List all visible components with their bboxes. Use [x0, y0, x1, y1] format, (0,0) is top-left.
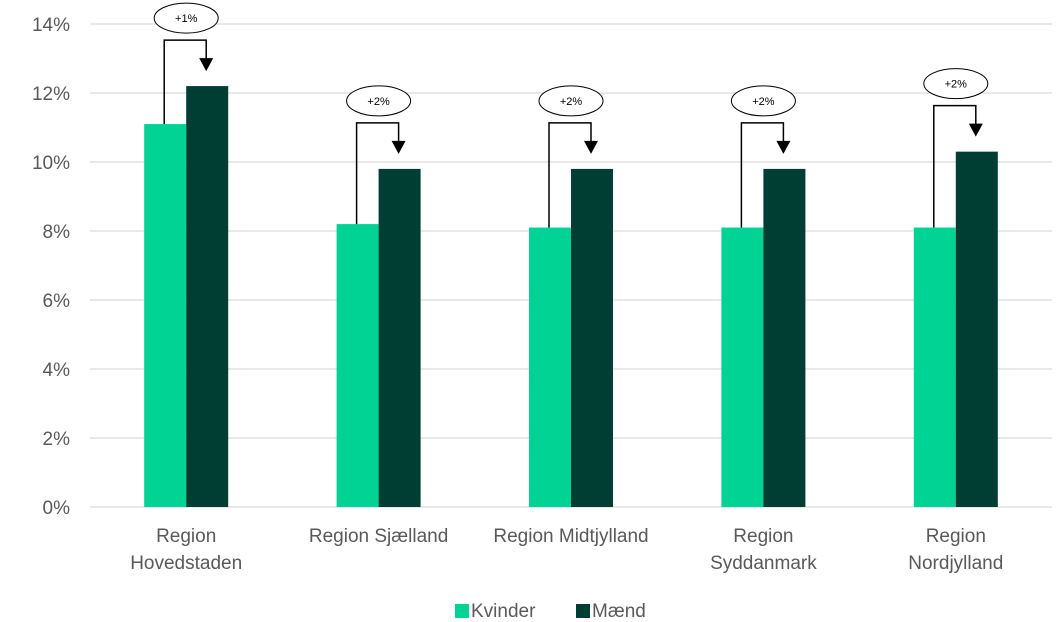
- x-tick-label-line: Region: [926, 526, 986, 547]
- annotation-bracket: [163, 39, 207, 125]
- annotation-bracket: [740, 122, 785, 228]
- bar-m-nd: [763, 168, 806, 507]
- x-tick-label: Region Midtjylland: [493, 526, 648, 547]
- y-tick-label: 4%: [43, 360, 71, 381]
- legend: Kvinder Mænd: [455, 601, 646, 622]
- x-tick-label: Region Sjælland: [309, 526, 448, 547]
- bar-kvinder: [529, 227, 571, 508]
- annotation-arrowhead: [776, 140, 791, 154]
- bars: [144, 86, 998, 508]
- legend-label: Kvinder: [471, 601, 536, 622]
- x-tick-label-line: Syddanmark: [710, 553, 817, 574]
- x-tick-label-line: Region Sjælland: [309, 526, 448, 547]
- annotation-bracket: [548, 122, 592, 228]
- annotation-ellipse: [923, 68, 989, 100]
- bar-m-nd: [955, 151, 998, 507]
- y-tick-label: 0%: [43, 498, 71, 519]
- bar-kvinder: [913, 227, 956, 508]
- y-axis: 0% 2% 4% 6% 8% 10% 12% 14%: [32, 15, 70, 519]
- annotation-ellipse: [153, 2, 219, 34]
- annotation-arrowhead: [968, 123, 983, 137]
- y-tick-label: 10%: [32, 153, 70, 174]
- annotation-ellipse: [538, 85, 604, 117]
- y-tick-label: 2%: [43, 429, 71, 450]
- annotation-arrowhead: [199, 58, 214, 72]
- y-tick-label: 14%: [32, 15, 70, 36]
- annotation-arrowhead: [391, 140, 406, 154]
- x-axis: Region Hovedstaden Region Sjælland Region M…: [130, 526, 1003, 574]
- bar-m-nd: [186, 86, 229, 507]
- difference-annotations: +1% +2% +2% +2% +2%: [153, 2, 989, 228]
- x-tick-label-line: Region: [733, 526, 793, 547]
- x-tick-label-line: Nordjylland: [908, 553, 1003, 574]
- legend-swatch: [576, 604, 590, 618]
- x-tick-label-line: Hovedstaden: [130, 553, 242, 574]
- bar-m-nd: [378, 168, 421, 507]
- x-tick-label: Region Syddanmark: [710, 526, 817, 574]
- x-tick-label: Region Nordjylland: [908, 526, 1003, 574]
- y-tick-label: 8%: [43, 222, 71, 243]
- x-tick-label-line: Region: [156, 526, 216, 547]
- annotation-label: +2%: [560, 96, 583, 108]
- x-tick-label: Region Hovedstaden: [130, 526, 242, 574]
- y-tick-label: 6%: [43, 291, 71, 312]
- annotation-bracket: [933, 104, 977, 228]
- annotation-label: +2%: [752, 96, 775, 108]
- legend-label: Mænd: [592, 601, 646, 622]
- annotation-label: +2%: [945, 79, 968, 91]
- annotation-arrowhead: [584, 140, 598, 154]
- annotation-label: +1%: [175, 13, 198, 25]
- annotation-label: +2%: [367, 96, 390, 108]
- bar-m-nd: [571, 168, 613, 507]
- y-tick-label: 12%: [32, 84, 70, 105]
- x-tick-label-line: Region Midtjylland: [493, 526, 648, 547]
- annotation-ellipse: [346, 85, 412, 117]
- annotation-bracket: [355, 122, 400, 225]
- annotation-ellipse: [730, 85, 796, 117]
- bar-kvinder: [336, 224, 379, 507]
- bar-kvinder: [144, 124, 187, 508]
- legend-swatch: [455, 604, 469, 618]
- bar-kvinder: [721, 227, 764, 508]
